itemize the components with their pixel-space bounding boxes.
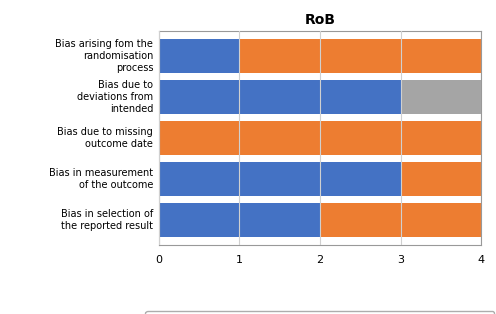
Bar [239, 39, 481, 73]
Bar [159, 80, 401, 114]
Title: RoB: RoB [305, 14, 335, 27]
Bar [320, 203, 481, 237]
Bar [159, 162, 401, 196]
Bar [401, 162, 481, 196]
Bar [159, 203, 320, 237]
Bar [159, 39, 239, 73]
Bar [159, 121, 481, 155]
Legend: Low risk of bias, Unclear risk of bias, High risk of bias: Low risk of bias, Unclear risk of bias, … [145, 311, 495, 314]
Bar [401, 80, 481, 114]
